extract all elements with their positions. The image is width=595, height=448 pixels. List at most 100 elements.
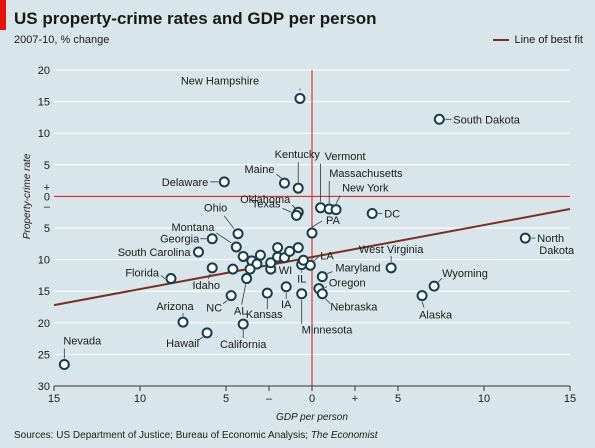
label-leader <box>313 256 319 262</box>
point-label: IL <box>297 274 306 286</box>
point-label: NC <box>206 303 222 315</box>
data-point <box>428 280 440 292</box>
label-leader <box>327 271 333 275</box>
y-tick-label: 30 <box>38 381 50 393</box>
data-point <box>292 182 304 194</box>
fit-line <box>53 208 571 307</box>
label-leader <box>335 195 341 204</box>
label-leader <box>222 300 228 304</box>
point-label: DC <box>384 208 400 220</box>
label-leader <box>421 301 425 308</box>
point-label: IA <box>281 299 292 311</box>
y-tick-label: 5 <box>44 160 50 172</box>
point-label: New York <box>342 183 389 195</box>
data-point <box>237 250 249 262</box>
point-label: South Carolina <box>118 247 192 259</box>
x-tick-label: 5 <box>395 393 401 405</box>
point-label: Wyoming <box>442 268 488 280</box>
data-point <box>225 290 237 302</box>
data-point <box>177 316 189 328</box>
point-label: Kentucky <box>275 149 321 161</box>
point-label: New Hampshire <box>181 75 259 87</box>
chart-title: US property-crime rates and GDP per pers… <box>14 9 377 28</box>
y-tick-label: 20 <box>38 318 50 330</box>
label-leader <box>216 232 232 244</box>
data-point <box>206 233 218 245</box>
data-point <box>280 281 292 293</box>
point-label: North <box>537 233 564 245</box>
x-tick-label: 15 <box>48 393 60 405</box>
source-text: Sources: US Department of Justice; Burea… <box>14 430 311 441</box>
chart-subtitle: 2007-10, % change <box>14 34 110 46</box>
label-leader <box>241 284 247 305</box>
label-leader <box>207 273 211 279</box>
point-label: West Virginia <box>359 244 424 256</box>
data-point <box>206 262 218 274</box>
label-leader <box>324 286 328 289</box>
point-label: California <box>220 339 267 351</box>
label-leader <box>325 298 331 305</box>
point-label: Vermont <box>325 151 366 163</box>
data-point <box>218 176 230 188</box>
label-leader <box>276 173 282 179</box>
x-tick-label: – <box>266 393 273 405</box>
point-label: Texas <box>252 198 281 210</box>
data-point <box>316 271 328 283</box>
data-point <box>272 242 284 254</box>
data-point <box>306 227 318 239</box>
data-point <box>237 318 249 330</box>
data-point <box>294 92 306 104</box>
x-axis-title: GDP per person <box>276 412 348 423</box>
point-label: Nebraska <box>330 302 378 314</box>
data-point <box>261 287 273 299</box>
data-point <box>254 249 266 261</box>
data-point <box>316 288 328 300</box>
point-label: Idaho <box>192 280 220 292</box>
data-point <box>433 113 445 125</box>
x-tick-label: 10 <box>478 393 490 405</box>
label-leader <box>311 220 323 228</box>
label-leader <box>282 207 292 213</box>
data-point <box>297 254 309 266</box>
data-point <box>296 288 308 300</box>
y-tick-label: 25 <box>38 349 50 361</box>
data-point <box>165 273 177 285</box>
data-point <box>58 359 70 371</box>
label-leader <box>223 215 235 229</box>
data-point <box>244 263 256 275</box>
data-point <box>330 204 342 216</box>
point-label: Kansas <box>246 309 283 321</box>
label-leader <box>437 277 443 283</box>
x-tick-label: 15 <box>564 393 576 405</box>
x-tick-label: 0 <box>309 393 315 405</box>
legend-swatch <box>492 39 509 41</box>
source-note: Sources: US Department of Justice; Burea… <box>14 430 378 441</box>
label-leader <box>291 204 296 209</box>
point-label: Nevada <box>63 336 102 348</box>
x-tick-label: 5 <box>223 393 229 405</box>
data-point <box>230 241 242 253</box>
brand-bar <box>0 0 6 30</box>
data-point <box>265 257 277 269</box>
y-axis-title: Property-crime rate <box>22 153 33 239</box>
point-label: AL <box>234 306 247 318</box>
data-point <box>192 246 204 258</box>
point-label-line2: Dakota <box>539 245 575 257</box>
y-tick-label: 15 <box>38 286 50 298</box>
y-tick-label: – <box>44 201 51 213</box>
y-tick-label: 15 <box>38 97 50 109</box>
x-tick-label: 10 <box>134 393 146 405</box>
point-label: PA <box>326 215 341 227</box>
data-point <box>241 273 253 285</box>
data-point <box>416 290 428 302</box>
y-tick-label: 10 <box>38 128 50 140</box>
point-label: South Dakota <box>453 114 521 126</box>
point-label: Alaska <box>419 310 453 322</box>
data-point <box>366 207 378 219</box>
data-point <box>284 245 296 257</box>
point-label: Maryland <box>335 263 380 275</box>
point-label: Florida <box>125 268 160 280</box>
label-leader <box>196 336 204 342</box>
point-label: Montana <box>172 222 216 234</box>
